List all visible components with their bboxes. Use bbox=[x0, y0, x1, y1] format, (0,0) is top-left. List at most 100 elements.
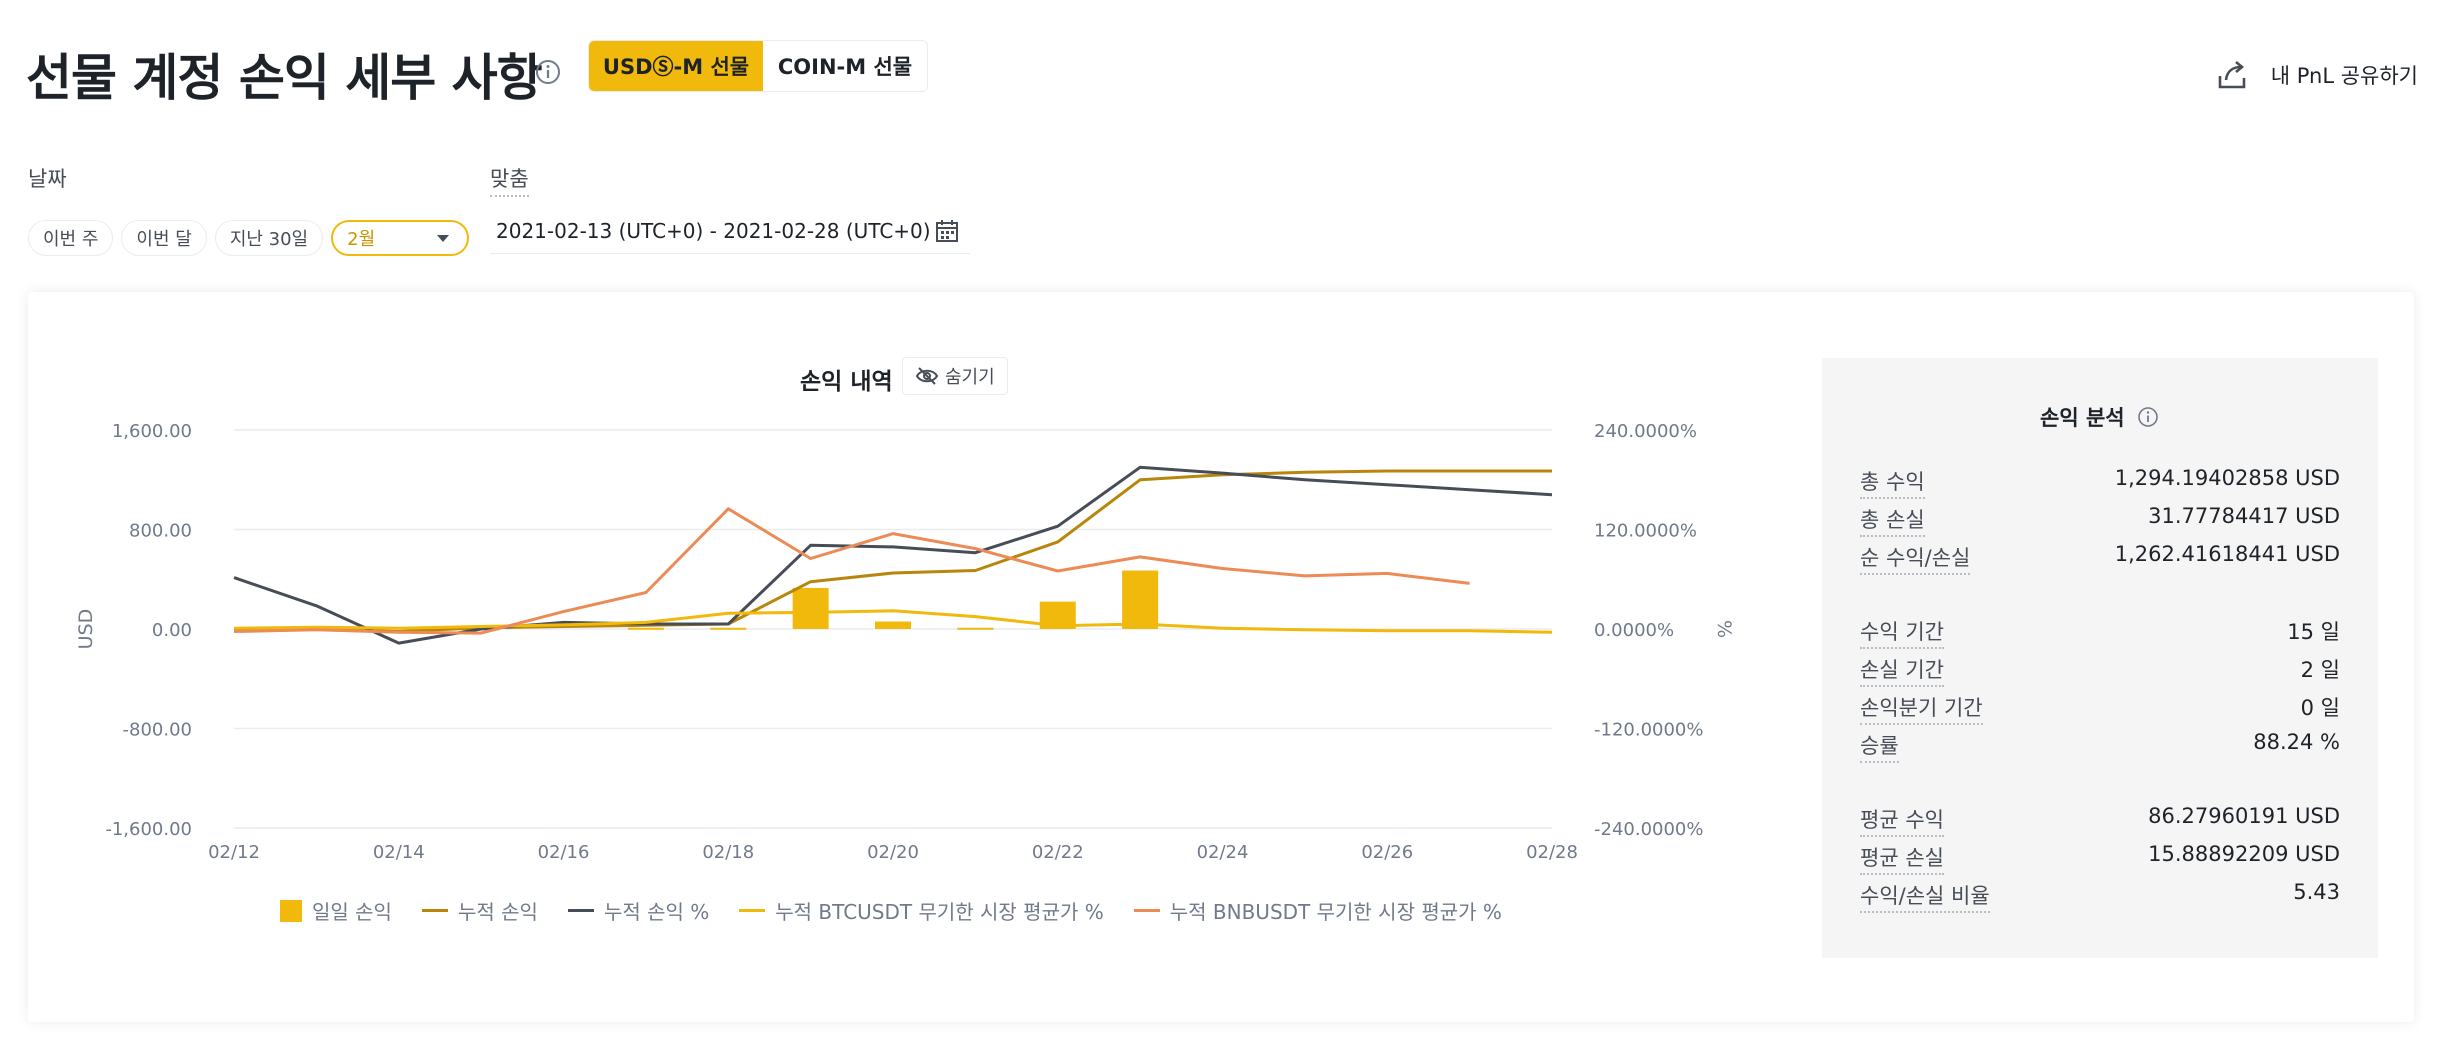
y2-tick-label: 240.0000% bbox=[1594, 421, 1697, 442]
stat-breakeven-days: 손익분기 기간 0 일 bbox=[1860, 692, 2340, 725]
daily-pnl-bar bbox=[957, 627, 994, 630]
stat-label: 순 수익/손실 bbox=[1860, 542, 1971, 575]
date-chips: 이번 주 이번 달 지난 30일 2월 bbox=[28, 220, 470, 256]
stat-label: 총 수익 bbox=[1860, 466, 1925, 499]
chip-last-30-days[interactable]: 지난 30일 bbox=[214, 220, 324, 256]
x-tick-label: 02/16 bbox=[538, 842, 590, 863]
y-tick-label: 800.00 bbox=[129, 521, 192, 542]
share-pnl-label: 내 PnL 공유하기 bbox=[2270, 64, 2418, 88]
stat-win-rate: 승률 88.24 % bbox=[1860, 730, 2340, 763]
x-tick-label: 02/14 bbox=[373, 842, 425, 863]
stat-net-pnl: 순 수익/손실 1,262.41618441 USD bbox=[1860, 542, 2340, 575]
legend-cumulative-pnl-pct[interactable]: 누적 손익 % bbox=[567, 896, 710, 925]
share-icon bbox=[2218, 61, 2246, 89]
stat-loss-days: 손실 기간 2 일 bbox=[1860, 654, 2340, 687]
legend-label: 누적 손익 bbox=[457, 900, 538, 924]
series-line bbox=[233, 469, 1552, 633]
stat-value: 15.88892209 USD bbox=[2148, 842, 2340, 866]
x-tick-label: 02/12 bbox=[208, 842, 260, 863]
series-line bbox=[233, 609, 1553, 634]
daily-pnl-bar bbox=[875, 621, 911, 629]
share-pnl-button[interactable]: 내 PnL 공유하기 bbox=[2215, 58, 2418, 92]
tab-usds-m-futures[interactable]: USDⓈ-M 선물 bbox=[589, 41, 763, 91]
legend-swatch bbox=[421, 909, 448, 912]
stat-label: 손실 기간 bbox=[1860, 654, 1944, 687]
y2-tick-label: -240.0000% bbox=[1594, 819, 1704, 840]
chip-this-week[interactable]: 이번 주 bbox=[28, 220, 114, 256]
legend-bnbusdt[interactable]: 누적 BNBUSDT 무기한 시장 평균가 % bbox=[1133, 896, 1502, 925]
stat-total-profit: 총 수익 1,294.19402858 USD bbox=[1860, 466, 2340, 499]
chevron-down-icon bbox=[437, 234, 450, 242]
chart-title: 손익 내역 bbox=[800, 369, 893, 395]
stat-average-profit: 평균 수익 86.27960191 USD bbox=[1860, 804, 2340, 837]
legend-daily-pnl[interactable]: 일일 손익 bbox=[280, 896, 392, 925]
legend-btcusdt[interactable]: 누적 BTCUSDT 무기한 시장 평균가 % bbox=[739, 896, 1104, 925]
stat-label: 수익 기간 bbox=[1860, 616, 1944, 649]
panel-title: 손익 분석 bbox=[2040, 406, 2125, 430]
legend-cumulative-pnl[interactable]: 누적 손익 bbox=[421, 896, 538, 925]
legend-swatch bbox=[567, 909, 594, 912]
month-select[interactable]: 2월 bbox=[331, 220, 470, 256]
y2-axis-label: % bbox=[1713, 620, 1735, 638]
stat-label: 총 손실 bbox=[1860, 504, 1925, 537]
stat-label: 승률 bbox=[1860, 730, 1899, 763]
stat-value: 15 일 bbox=[2287, 620, 2340, 644]
calendar-icon bbox=[936, 219, 958, 242]
legend-label: 일일 손익 bbox=[312, 900, 392, 924]
info-icon[interactable] bbox=[2137, 406, 2159, 428]
stat-label: 수익/손실 비율 bbox=[1860, 880, 1990, 913]
stat-profit-loss-ratio: 수익/손실 비율 5.43 bbox=[1860, 880, 2340, 913]
stat-value: 86.27960191 USD bbox=[2148, 804, 2340, 828]
legend-swatch bbox=[1133, 909, 1160, 912]
daily-pnl-bar bbox=[1122, 570, 1159, 629]
x-tick-label: 02/20 bbox=[867, 842, 919, 863]
hide-chart-label: 숨기기 bbox=[945, 367, 995, 388]
date-range-picker[interactable]: 2021-02-13 (UTC+0) - 2021-02-28 (UTC+0) bbox=[490, 208, 970, 254]
stat-label: 평균 수익 bbox=[1860, 804, 1944, 837]
series-line bbox=[233, 507, 1470, 635]
x-tick-label: 02/18 bbox=[702, 842, 754, 863]
daily-pnl-bar bbox=[792, 587, 829, 629]
stat-total-loss: 총 손실 31.77784417 USD bbox=[1860, 504, 2340, 537]
stat-label: 손익분기 기간 bbox=[1860, 692, 1983, 725]
stat-value: 1,294.19402858 USD bbox=[2114, 466, 2340, 490]
panel-header: 손익 분석 bbox=[2040, 402, 2159, 432]
stat-value: 0 일 bbox=[2300, 696, 2340, 720]
info-icon[interactable] bbox=[534, 58, 562, 86]
y2-tick-label: 0.0000% bbox=[1594, 620, 1674, 641]
y2-tick-label: 120.0000% bbox=[1594, 521, 1697, 542]
legend-label: 누적 BNBUSDT 무기한 시장 평균가 % bbox=[1169, 900, 1502, 924]
month-select-value: 2월 bbox=[347, 229, 376, 250]
daily-pnl-bar bbox=[627, 627, 664, 630]
hide-chart-button[interactable]: 숨기기 bbox=[902, 357, 1008, 395]
x-tick-label: 02/24 bbox=[1197, 842, 1249, 863]
stat-average-loss: 평균 손실 15.88892209 USD bbox=[1860, 842, 2340, 875]
series-line bbox=[233, 465, 1553, 645]
stat-label: 평균 손실 bbox=[1860, 842, 1944, 875]
futures-type-toggle: USDⓈ-M 선물 COIN-M 선물 bbox=[588, 40, 928, 92]
stat-profit-days: 수익 기간 15 일 bbox=[1860, 616, 2340, 649]
y-tick-label: 1,600.00 bbox=[112, 421, 192, 442]
y-axis-label: USD bbox=[75, 609, 97, 650]
legend-swatch bbox=[280, 899, 302, 922]
date-range-value: 2021-02-13 (UTC+0) - 2021-02-28 (UTC+0) bbox=[496, 218, 931, 243]
date-label: 날짜 bbox=[28, 167, 67, 191]
legend-swatch bbox=[739, 909, 766, 912]
y2-tick-label: -120.0000% bbox=[1594, 720, 1704, 741]
custom-label: 맞춤 bbox=[490, 163, 529, 197]
tab-coin-m-futures[interactable]: COIN-M 선물 bbox=[763, 41, 927, 91]
x-tick-label: 02/22 bbox=[1032, 842, 1084, 863]
legend-label: 누적 손익 % bbox=[603, 900, 710, 924]
chip-this-month[interactable]: 이번 달 bbox=[121, 220, 207, 256]
stat-value: 88.24 % bbox=[2253, 730, 2340, 754]
pnl-analysis-panel: 손익 분석 총 수익 1,294.19402858 USD 총 손실 31.77… bbox=[1822, 358, 2378, 958]
y-tick-label: -1,600.00 bbox=[105, 819, 192, 840]
stat-value: 5.43 bbox=[2293, 880, 2340, 904]
stat-value: 1,262.41618441 USD bbox=[2114, 542, 2340, 566]
chart-legend: 일일 손익 누적 손익 누적 손익 % 누적 BTCUSDT 무기한 시장 평균… bbox=[280, 896, 1502, 925]
stat-value: 2 일 bbox=[2300, 658, 2340, 682]
y-tick-label: 0.00 bbox=[152, 620, 192, 641]
stat-value: 31.77784417 USD bbox=[2148, 504, 2340, 528]
legend-label: 누적 BTCUSDT 무기한 시장 평균가 % bbox=[775, 900, 1104, 924]
eye-off-icon bbox=[915, 367, 939, 385]
